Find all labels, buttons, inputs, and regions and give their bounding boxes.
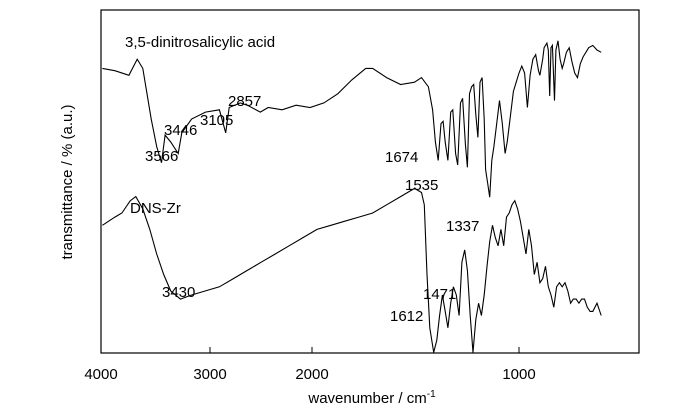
- x-tick-2000: 2000: [295, 347, 329, 383]
- peak-label-1674: 1674: [385, 149, 418, 166]
- x-axis-label-superscript: -1: [427, 389, 436, 400]
- peak-label-3566: 3566: [145, 148, 178, 165]
- x-tick-label: 3000: [193, 366, 226, 383]
- peak-label-2857: 2857: [228, 93, 261, 110]
- peak-label-3446: 3446: [164, 122, 197, 139]
- x-tick-1000: 1000: [502, 347, 536, 383]
- x-tick-label: 4000: [84, 366, 117, 383]
- x-tick-label: 2000: [295, 366, 328, 383]
- series-line-dns-zr: [102, 187, 602, 353]
- peak-label-3430: 3430: [162, 284, 195, 301]
- x-axis-label-text: wavenumber / cm: [307, 390, 426, 407]
- x-axis-label: wavenumber / cm-1: [307, 389, 436, 407]
- series-label-dns-zr: DNS-Zr: [130, 200, 181, 217]
- x-tick-label: 1000: [502, 366, 535, 383]
- series-line-dns: [102, 40, 602, 198]
- peak-label-3105: 3105: [200, 112, 233, 129]
- series-dns-zr: DNS-Zr 3430 1612 1471: [102, 187, 602, 353]
- series-dns: 3,5-dinitrosalicylic acid 3566 3446 3105…: [102, 34, 602, 235]
- x-tick-3000: 3000: [193, 347, 227, 383]
- peak-label-1535: 1535: [405, 177, 438, 194]
- plot-frame: [100, 9, 640, 354]
- series-label-dns: 3,5-dinitrosalicylic acid: [125, 34, 275, 51]
- x-axis: 4000 3000 2000 1000 wavenumber / cm-1: [84, 347, 536, 407]
- x-tick-4000: 4000: [84, 347, 118, 383]
- peak-label-1471: 1471: [423, 286, 456, 303]
- peak-label-1337: 1337: [446, 218, 479, 235]
- y-axis-label: transmittance / % (a.u.): [59, 104, 76, 259]
- peak-label-1612: 1612: [390, 308, 423, 325]
